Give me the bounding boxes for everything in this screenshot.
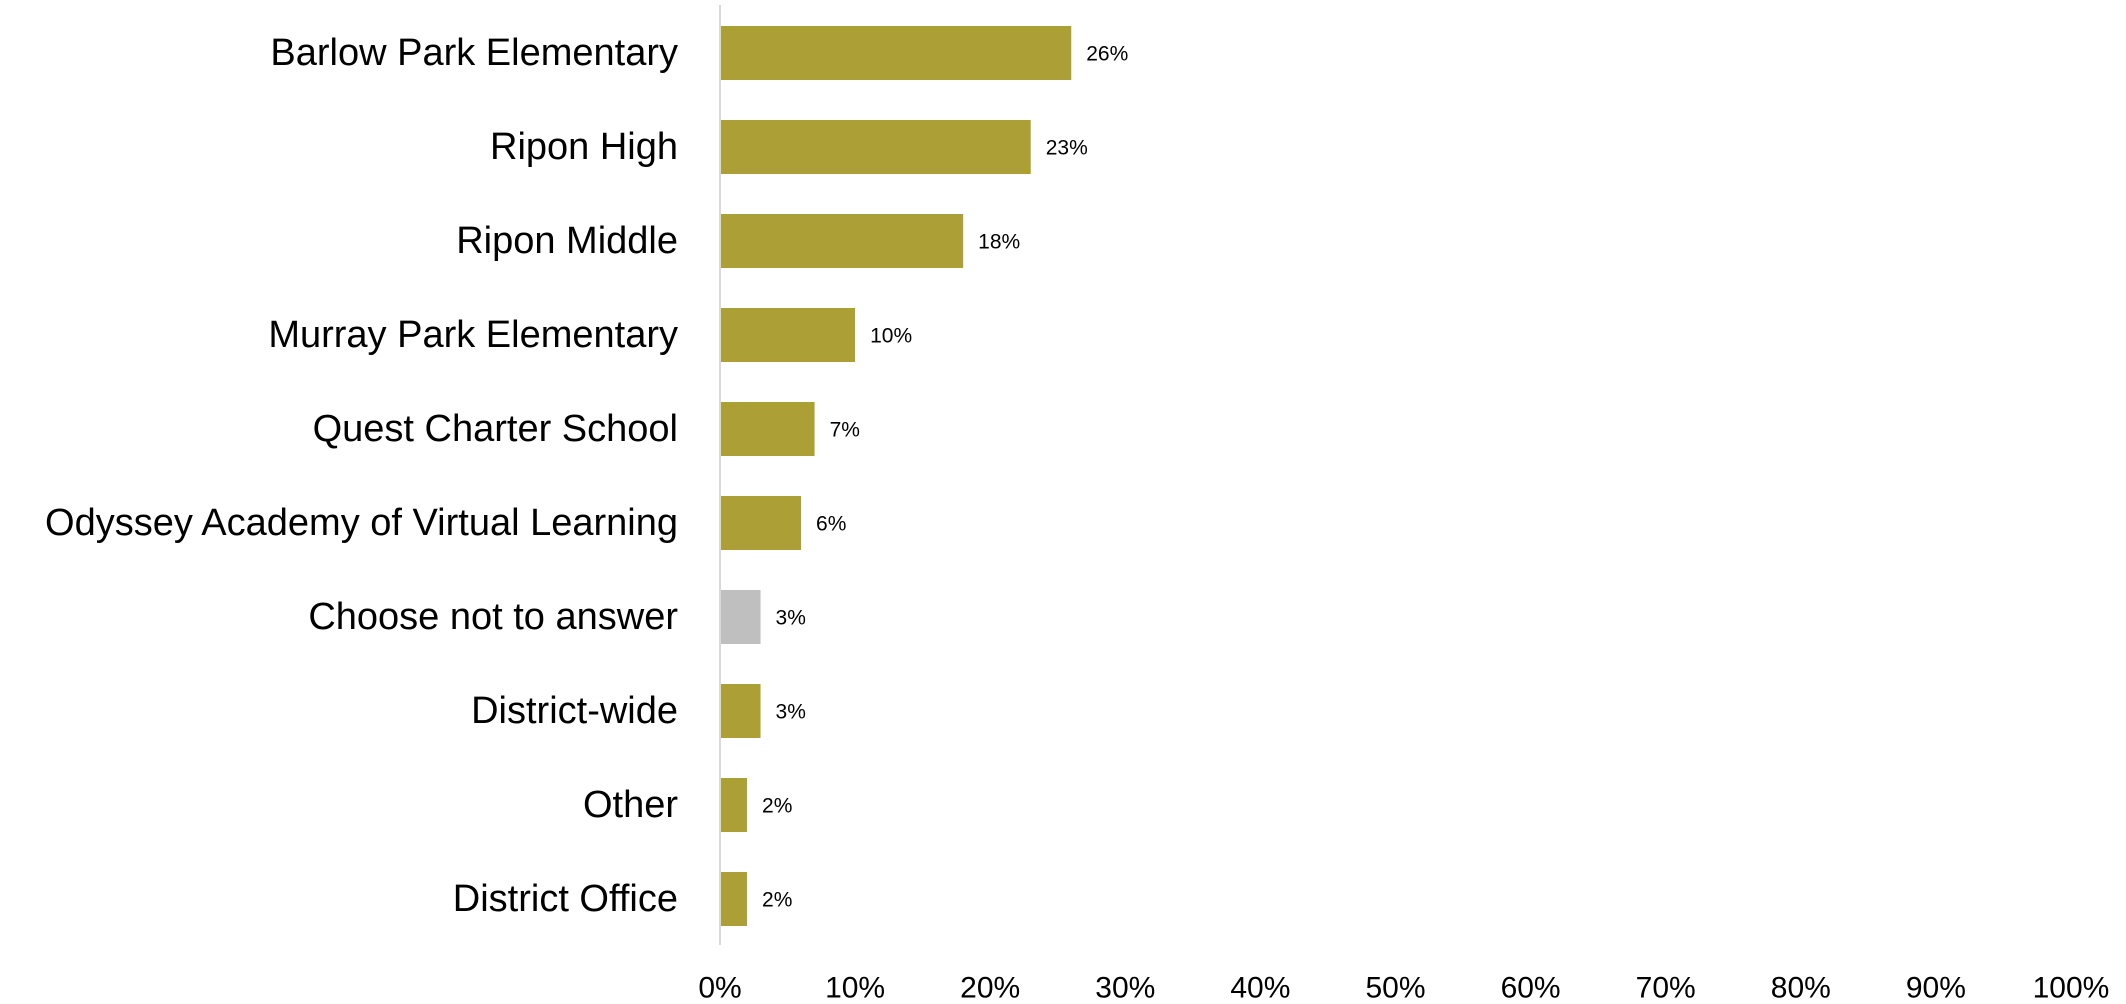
category-label: District-wide (471, 690, 678, 732)
bar-murray-park-elementary (720, 308, 856, 362)
data-label: 10% (870, 325, 912, 348)
category-label: District Office (453, 878, 678, 920)
data-label: 3% (776, 607, 806, 630)
category-label: Odyssey Academy of Virtual Learning (45, 502, 678, 544)
category-label: Choose not to answer (308, 596, 678, 638)
bar-odyssey-academy-of-virtual-learning (720, 496, 802, 550)
bars-layer (720, 26, 1072, 926)
bar-barlow-park-elementary (720, 26, 1072, 80)
category-label: Murray Park Elementary (268, 314, 678, 356)
category-label: Ripon High (490, 126, 678, 168)
bar-quest-charter-school (720, 402, 815, 456)
data-label: 3% (776, 701, 806, 724)
x-tick-label: 100% (2033, 972, 2110, 1004)
x-axis-tick-labels: 0% 10% 20% 30% 40% 50% 60% 70% 80% 90% 100% (698, 972, 2109, 1004)
x-tick-label: 40% (1230, 972, 1290, 1004)
x-tick-label: 70% (1636, 972, 1696, 1004)
data-label: 26% (1086, 43, 1128, 66)
data-label: 2% (762, 889, 792, 912)
data-label: 23% (1046, 137, 1088, 160)
x-tick-label: 20% (960, 972, 1020, 1004)
bar-other (720, 778, 748, 832)
x-tick-label: 80% (1771, 972, 1831, 1004)
data-labels: 26% 23% 18% 10% 7% 6% 3% 3% 2% 2% (762, 43, 1128, 912)
x-tick-label: 90% (1906, 972, 1966, 1004)
data-label: 2% (762, 795, 792, 818)
x-tick-label: 30% (1095, 972, 1155, 1004)
category-label: Ripon Middle (456, 220, 678, 262)
x-tick-label: 60% (1501, 972, 1561, 1004)
category-labels: Barlow Park Elementary Ripon High Ripon Mi… (45, 32, 678, 920)
data-label: 18% (978, 231, 1020, 254)
category-label: Other (583, 784, 678, 826)
data-label: 6% (816, 513, 846, 536)
data-label: 7% (830, 419, 860, 442)
category-label: Barlow Park Elementary (270, 32, 678, 74)
x-tick-label: 50% (1365, 972, 1425, 1004)
bar-district-wide (720, 684, 761, 738)
bar-ripon-middle (720, 214, 964, 268)
bar-ripon-high (720, 120, 1031, 174)
category-label: Quest Charter School (313, 408, 678, 450)
x-tick-label: 10% (825, 972, 885, 1004)
bar-district-office (720, 872, 748, 926)
bar-choose-not-to-answer (720, 590, 761, 644)
x-tick-label: 0% (698, 972, 741, 1004)
